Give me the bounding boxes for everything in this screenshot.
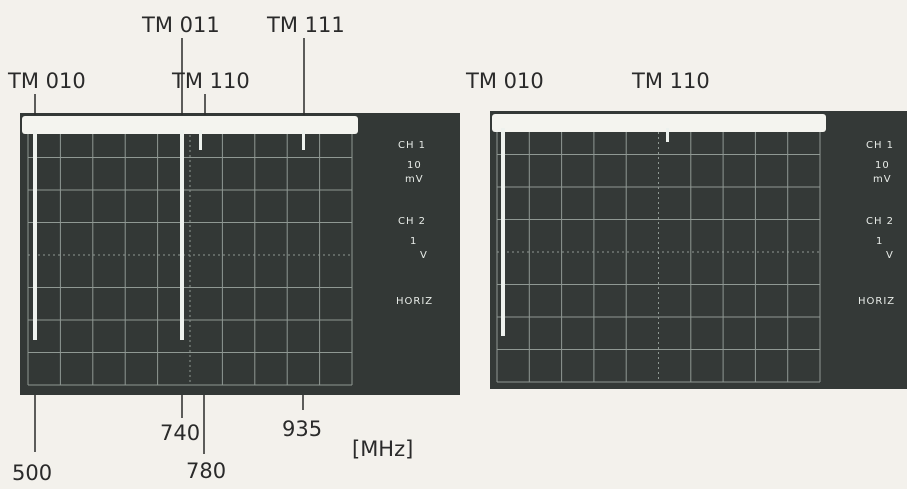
mode-label: TM 010 [7, 69, 86, 93]
resonance-dip [199, 130, 202, 150]
ch1-label: CH 1 [866, 140, 894, 151]
right-controls: CH 1 10 mV CH 2 1 V HORIZ [858, 140, 895, 307]
ch2-label: CH 2 [398, 216, 426, 227]
resonance-dip [302, 130, 305, 150]
mode-label: TM 010 [465, 69, 544, 93]
mode-label: TM 111 [266, 13, 345, 37]
mode-label: TM 110 [171, 69, 250, 93]
mode-label: TM 110 [631, 69, 710, 93]
frequency-label: 500 [12, 461, 52, 485]
marker-lines [34, 38, 305, 454]
resonance-dip [180, 130, 184, 340]
ch1-value: 10 [407, 160, 422, 171]
frequency-label: 780 [186, 459, 226, 483]
horiz-label: HORIZ [396, 296, 433, 307]
ch1-unit: mV [405, 174, 424, 185]
horiz-label: HORIZ [858, 296, 895, 307]
ch1-unit: mV [873, 174, 892, 185]
frequency-label: 740 [160, 421, 200, 445]
ch2-label: CH 2 [866, 216, 894, 227]
ch2-value: 1 [876, 236, 883, 247]
trace [492, 114, 826, 132]
left-controls: CH 1 10 mV CH 2 1 V HORIZ [396, 140, 433, 307]
right-screen [490, 111, 907, 389]
resonance-dip [33, 130, 37, 340]
ch1-value: 10 [875, 160, 890, 171]
ch2-value: 1 [410, 236, 417, 247]
left-screen [20, 113, 460, 395]
resonance-dip [501, 128, 505, 336]
ch2-unit: V [886, 250, 894, 261]
unit-label: [MHz] [352, 437, 413, 461]
frequency-label: 935 [282, 417, 322, 441]
trace [22, 116, 358, 134]
mode-label: TM 011 [141, 13, 220, 37]
resonance-dip [666, 128, 669, 142]
ch2-unit: V [420, 250, 428, 261]
ch1-label: CH 1 [398, 140, 426, 151]
